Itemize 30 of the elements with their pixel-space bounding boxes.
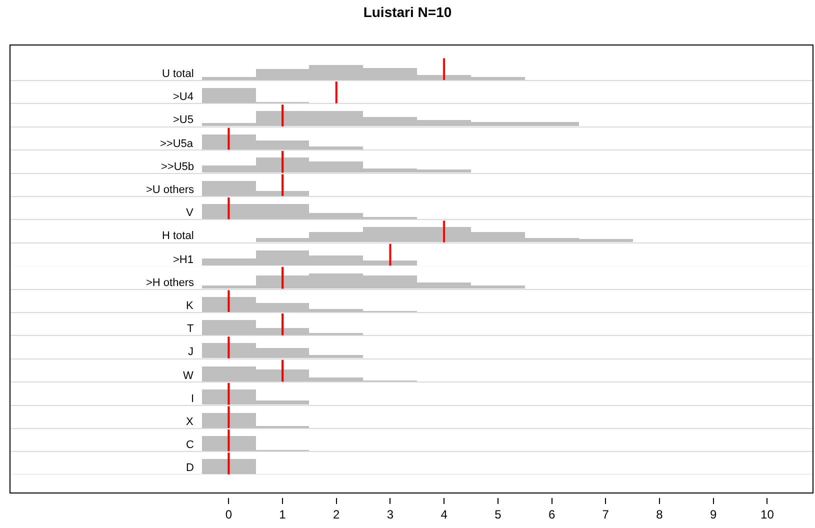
x-tick-label: 9 bbox=[710, 507, 718, 522]
x-tick-label: 4 bbox=[440, 507, 448, 522]
y-axis-title: I bbox=[191, 393, 194, 405]
y-axis-title: T bbox=[187, 323, 194, 335]
y-axis-title: V bbox=[186, 207, 194, 219]
y-axis-title: U total bbox=[162, 68, 194, 80]
y-axis-title: >>U5a bbox=[160, 138, 194, 150]
y-axis-title: >U others bbox=[146, 184, 194, 196]
x-tick-label: 8 bbox=[656, 507, 664, 522]
x-tick-label: 10 bbox=[760, 507, 774, 522]
y-axis-title: >U4 bbox=[173, 91, 194, 103]
y-axis-title: >U5 bbox=[173, 114, 194, 126]
x-tick-label: 0 bbox=[225, 507, 232, 522]
x-tick-label: 7 bbox=[602, 507, 610, 522]
y-axis-title: C bbox=[186, 439, 194, 451]
y-axis-title: >>U5b bbox=[161, 161, 194, 173]
y-axis-title: W bbox=[183, 370, 194, 382]
y-axis-title: K bbox=[186, 300, 194, 312]
x-tick-label: 3 bbox=[386, 507, 394, 522]
y-axis-title: >H others bbox=[146, 277, 194, 289]
x-tick-label: 5 bbox=[494, 507, 502, 522]
y-axis-title: D bbox=[186, 462, 194, 474]
y-axis-title: X bbox=[186, 416, 194, 428]
chart-title: Luistari N=10 bbox=[363, 4, 452, 20]
x-tick-label: 1 bbox=[279, 507, 286, 522]
y-axis-title: H total bbox=[162, 230, 194, 242]
x-tick-label: 6 bbox=[548, 507, 556, 522]
x-tick-label: 2 bbox=[333, 507, 340, 522]
y-axis-title: J bbox=[188, 346, 194, 358]
y-axis-title: >H1 bbox=[173, 254, 194, 266]
